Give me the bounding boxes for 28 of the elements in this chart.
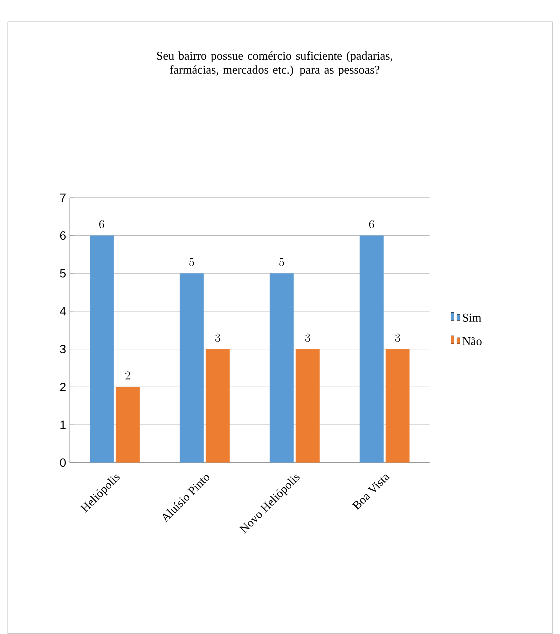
y-tick-label: 6 [60, 232, 66, 240]
legend-label: Sim [463, 314, 482, 322]
bar [180, 274, 204, 463]
bar [206, 349, 230, 463]
legend-label: Não [462, 337, 482, 346]
y-tick-label: 0 [60, 458, 66, 468]
chart-title: Seu bairro possue comércio suficiente (padarias, farmácias, mercados etc.) para as pessoas? [157, 52, 393, 76]
y-tick-label: 5 [60, 269, 66, 278]
data-label: 3 [216, 334, 220, 342]
bar [116, 387, 140, 463]
data-label: 3 [396, 334, 400, 342]
bar [360, 236, 384, 463]
data-label: 3 [306, 334, 310, 342]
data-label: 5 [280, 258, 284, 266]
y-tick-label: 2 [60, 382, 66, 392]
bar [270, 274, 294, 463]
data-label: 6 [370, 220, 374, 229]
y-tick-label: 7 [60, 194, 66, 202]
data-label: 2 [126, 372, 130, 380]
bar [296, 349, 320, 463]
data-label: 6 [100, 220, 104, 229]
data-label: 5 [190, 258, 194, 266]
bar [90, 236, 114, 463]
y-tick-label: 3 [60, 345, 66, 354]
bar [386, 349, 410, 463]
x-tick-label: Boa Vista [352, 474, 390, 510]
y-tick-label: 4 [60, 307, 66, 316]
y-tick-label: 1 [60, 420, 66, 430]
